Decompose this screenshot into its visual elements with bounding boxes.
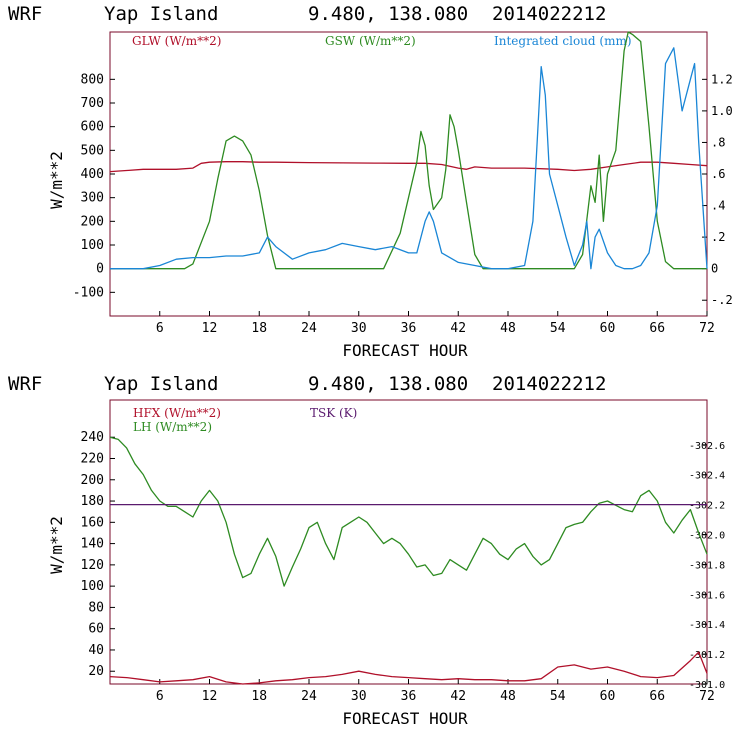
top-x-tick-label: 30 bbox=[351, 321, 367, 336]
bottom-y-tick-label: 220 bbox=[81, 452, 104, 467]
top-y2-tick-label: -.2 bbox=[711, 293, 733, 307]
bottom-y-axis-label: W/m**2 bbox=[47, 516, 66, 574]
bottom-x-tick-label: 12 bbox=[202, 689, 218, 704]
top-y-tick-label: 600 bbox=[81, 120, 104, 135]
top-title-date: 2014022212 bbox=[492, 3, 606, 25]
top-y2-tick-label: 1.2 bbox=[711, 72, 733, 86]
top-series-glw-line bbox=[109, 161, 708, 173]
top-y-tick-label: 100 bbox=[81, 238, 104, 253]
bottom-y-tick-label: 100 bbox=[81, 579, 104, 594]
top-y-axis-ticks: -100 0 100 200 300 400 500 600 700 800 bbox=[73, 72, 115, 300]
bottom-y-tick-label: 60 bbox=[88, 622, 104, 637]
top-x-tick-label: 60 bbox=[600, 321, 616, 336]
top-y-tick-label: 300 bbox=[81, 191, 104, 206]
bottom-x-tick-label: 6 bbox=[156, 689, 164, 704]
top-legend-glw: GLW (W/m**2) bbox=[132, 34, 221, 48]
bottom-chart: WRF Yap Island 9.480, 138.080 2014022212… bbox=[8, 373, 725, 728]
bottom-y2-tick-label: -302.6 bbox=[689, 441, 725, 452]
top-y2-tick-label: .4 bbox=[711, 199, 725, 213]
bottom-y-tick-label: 80 bbox=[88, 600, 104, 615]
bottom-x-axis-label: FORECAST HOUR bbox=[342, 709, 468, 728]
top-y2-tick-label: .6 bbox=[711, 167, 725, 181]
top-x-tick-label: 18 bbox=[251, 321, 267, 336]
bottom-legend-lh: LH (W/m**2) bbox=[133, 420, 212, 434]
top-y-tick-label: 0 bbox=[96, 262, 104, 277]
top-x-tick-label: 66 bbox=[649, 321, 665, 336]
top-y2-axis-ticks: -.2 0 .2 .4 .6 .8 1.0 1.2 bbox=[702, 72, 733, 307]
top-title-model: WRF bbox=[8, 3, 42, 25]
bottom-x-tick-label: 18 bbox=[251, 689, 267, 704]
bottom-title-date: 2014022212 bbox=[492, 373, 606, 395]
bottom-x-tick-label: 24 bbox=[301, 689, 317, 704]
bottom-y-tick-label: 20 bbox=[88, 664, 104, 679]
bottom-x-axis-ticks: 6 12 18 24 30 36 42 48 54 60 66 72 bbox=[156, 679, 715, 704]
top-y-tick-label: -100 bbox=[73, 285, 104, 300]
bottom-series-hfx-line bbox=[109, 651, 708, 685]
bottom-x-tick-label: 54 bbox=[550, 689, 566, 704]
bottom-title-coords: 9.480, 138.080 bbox=[308, 373, 468, 395]
bottom-y2-tick-label: -301.8 bbox=[689, 560, 725, 571]
bottom-y2-tick-label: -301.6 bbox=[689, 590, 725, 601]
top-title-coords: 9.480, 138.080 bbox=[308, 3, 468, 25]
bottom-x-tick-label: 36 bbox=[401, 689, 417, 704]
bottom-x-tick-label: 60 bbox=[600, 689, 616, 704]
bottom-x-tick-label: 66 bbox=[649, 689, 665, 704]
bottom-plot-frame bbox=[109, 399, 708, 685]
bottom-x-tick-label: 30 bbox=[351, 689, 367, 704]
top-series-lines bbox=[109, 31, 708, 270]
bottom-y-tick-label: 120 bbox=[81, 558, 104, 573]
top-title-location: Yap Island bbox=[104, 3, 218, 25]
bottom-legend-tsk: TSK (K) bbox=[310, 406, 357, 420]
bottom-y2-tick-label: -302.2 bbox=[689, 501, 725, 512]
bottom-y-tick-label: 180 bbox=[81, 494, 104, 509]
top-y-axis-label: W/m**2 bbox=[47, 151, 66, 209]
bottom-y2-tick-label: -302.0 bbox=[689, 531, 725, 542]
top-x-axis-label: FORECAST HOUR bbox=[342, 341, 468, 360]
top-x-tick-label: 42 bbox=[450, 321, 466, 336]
bottom-title-location: Yap Island bbox=[104, 373, 218, 395]
top-series-gsw-line bbox=[110, 31, 707, 270]
bottom-y2-tick-label: -301.2 bbox=[689, 650, 725, 661]
top-y-tick-label: 700 bbox=[81, 96, 104, 111]
top-x-tick-label: 72 bbox=[699, 321, 715, 336]
bottom-x-tick-label: 72 bbox=[699, 689, 715, 704]
bottom-series-lh-line bbox=[109, 436, 708, 587]
bottom-y-tick-label: 40 bbox=[88, 643, 104, 658]
top-y2-tick-label: 0 bbox=[711, 262, 718, 276]
top-x-tick-label: 6 bbox=[156, 321, 164, 336]
bottom-y-tick-label: 240 bbox=[81, 430, 104, 445]
bottom-x-tick-label: 42 bbox=[450, 689, 466, 704]
bottom-y2-axis-ticks: -301.0 -301.2 -301.4 -301.6 -301.8 -302.0 -302… bbox=[689, 441, 725, 691]
top-series-integrated-line bbox=[110, 47, 708, 270]
bottom-y-tick-label: 140 bbox=[81, 537, 104, 552]
top-x-axis-ticks: 6 12 18 24 30 36 42 48 54 60 66 72 bbox=[156, 311, 715, 336]
top-legend-gsw: GSW (W/m**2) bbox=[325, 34, 416, 48]
top-plot-frame bbox=[109, 31, 708, 317]
top-y-tick-label: 800 bbox=[81, 72, 104, 87]
bottom-legend-hfx: HFX (W/m**2) bbox=[133, 406, 221, 420]
top-y-tick-label: 500 bbox=[81, 143, 104, 158]
bottom-y-tick-label: 160 bbox=[81, 515, 104, 530]
top-x-tick-label: 54 bbox=[550, 321, 566, 336]
top-x-tick-label: 24 bbox=[301, 321, 317, 336]
top-chart: WRF Yap Island 9.480, 138.080 2014022212… bbox=[8, 3, 733, 360]
bottom-y2-tick-label: -302.4 bbox=[689, 471, 725, 482]
bottom-y2-tick-label: -301.4 bbox=[689, 620, 725, 631]
bottom-y-axis-ticks: 20 40 60 80 100 120 140 160 180 200 220 240 bbox=[81, 430, 115, 679]
bottom-y2-tick-label: -301.0 bbox=[689, 680, 725, 691]
top-y2-tick-label: 1.0 bbox=[711, 104, 733, 118]
bottom-title-model: WRF bbox=[8, 373, 42, 395]
top-x-tick-label: 36 bbox=[401, 321, 417, 336]
top-y2-tick-label: .2 bbox=[711, 230, 725, 244]
top-y-tick-label: 200 bbox=[81, 214, 104, 229]
top-x-tick-label: 12 bbox=[202, 321, 218, 336]
top-y2-tick-label: .8 bbox=[711, 135, 725, 149]
top-x-tick-label: 48 bbox=[500, 321, 516, 336]
bottom-y-tick-label: 200 bbox=[81, 473, 104, 488]
top-y-tick-label: 400 bbox=[81, 167, 104, 182]
bottom-x-tick-label: 48 bbox=[500, 689, 516, 704]
top-legend-cloud: Integrated cloud (mm) bbox=[494, 34, 632, 48]
bottom-series-lines bbox=[109, 436, 708, 685]
